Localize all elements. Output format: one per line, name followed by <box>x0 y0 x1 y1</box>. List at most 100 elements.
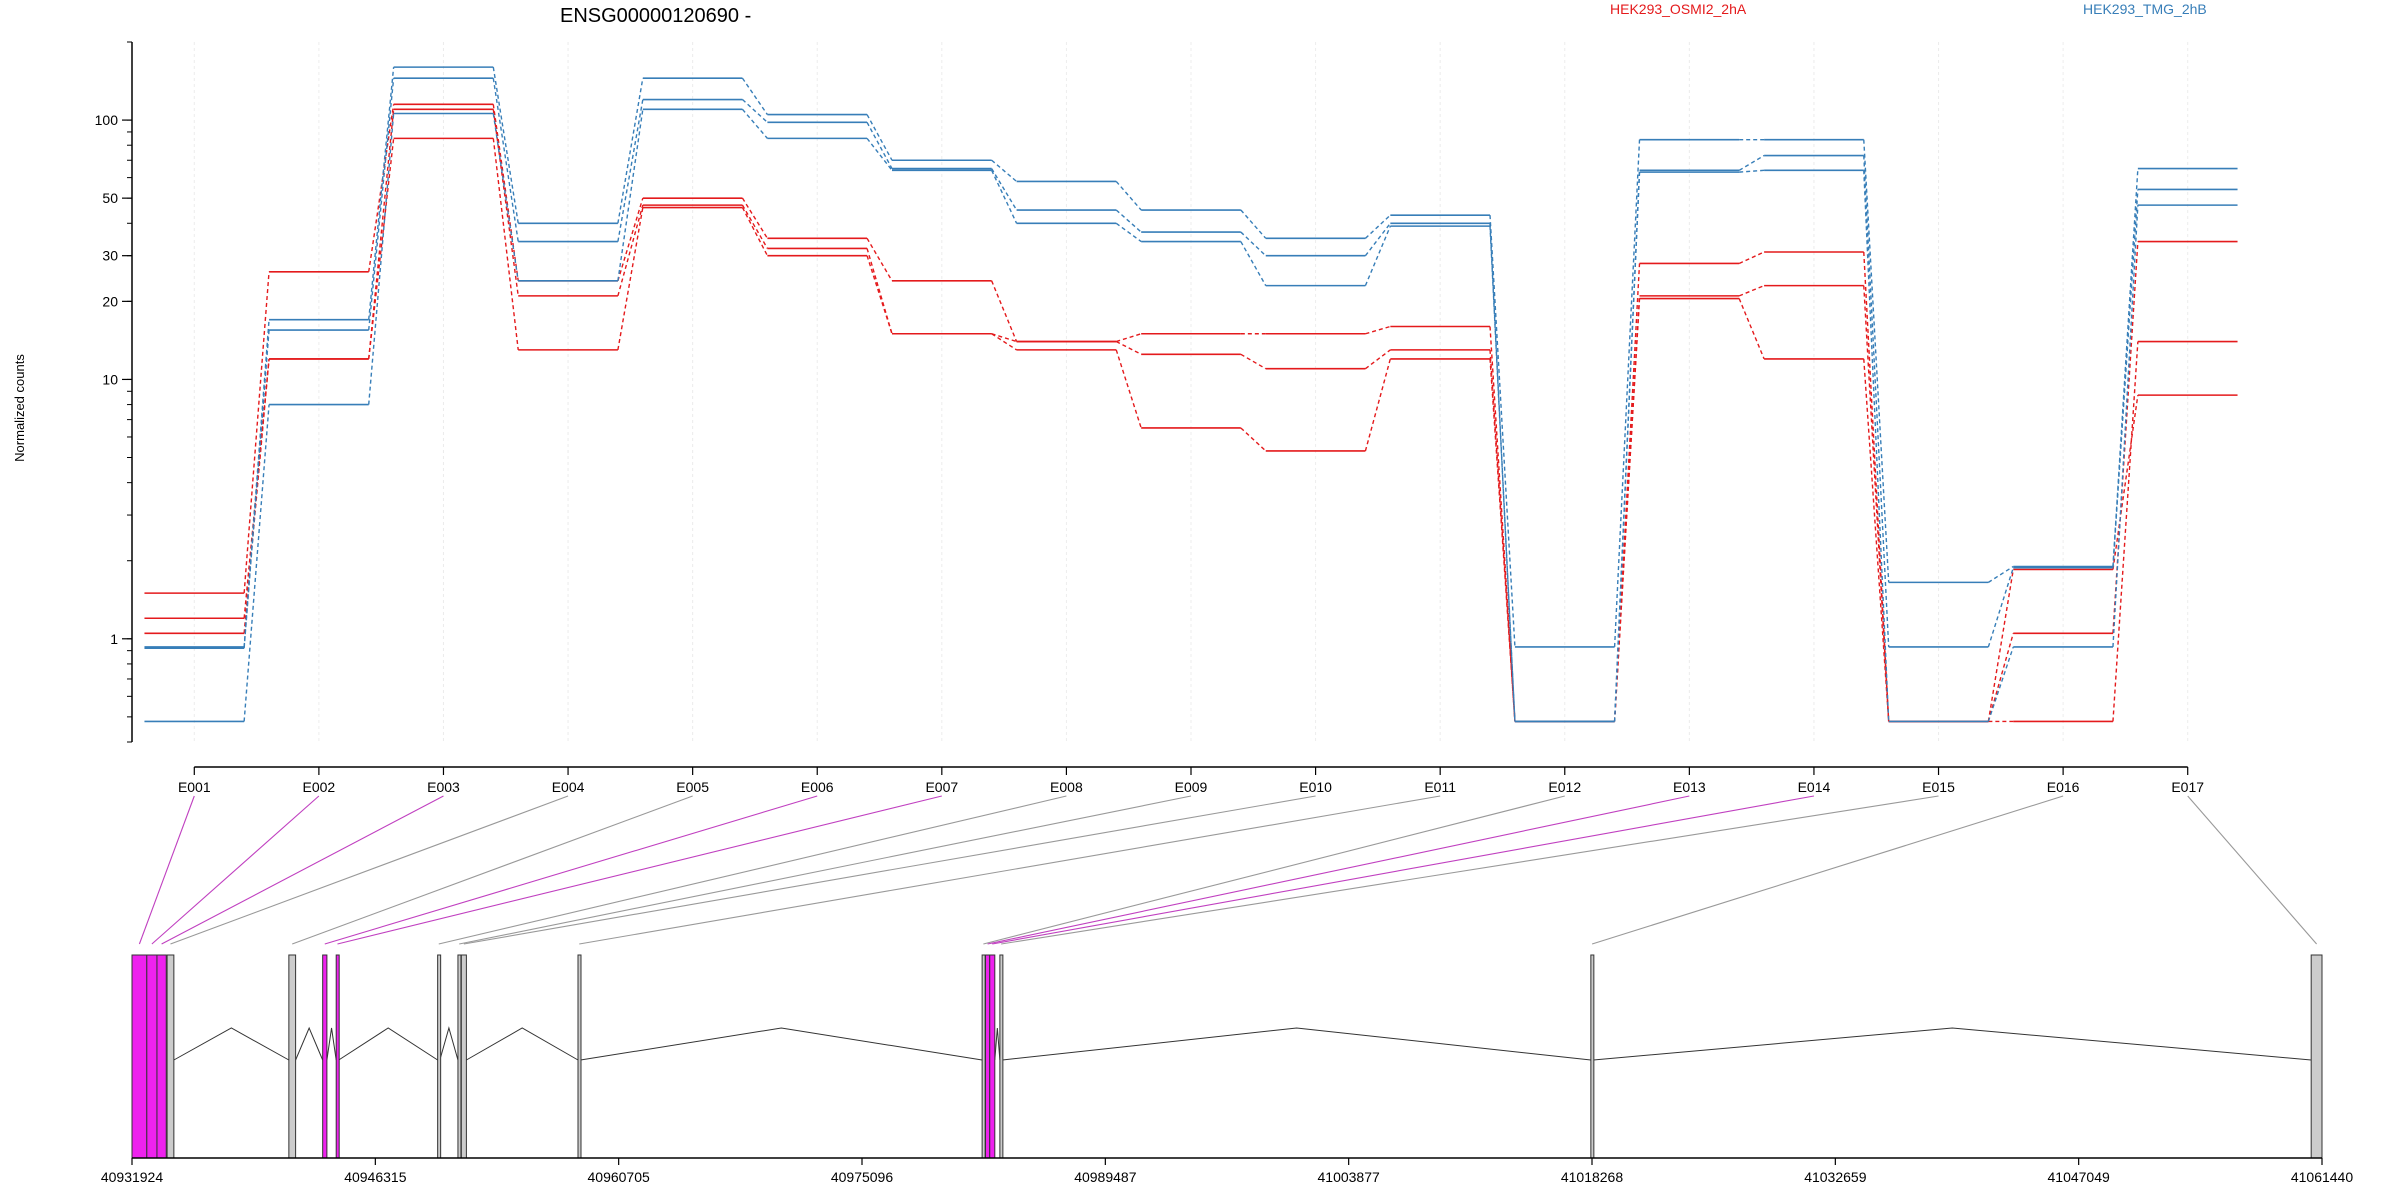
genomic-tick-label: 40975096 <box>831 1169 894 1185</box>
connector-segment <box>991 333 1017 351</box>
intron-line <box>173 1027 290 1061</box>
intron-line <box>326 1027 337 1061</box>
exon-box-e009 <box>457 954 462 1159</box>
connector-segment <box>866 114 893 161</box>
exon-box-e015 <box>999 954 1004 1159</box>
connector-segment <box>368 138 395 359</box>
exon-box-e002 <box>146 954 158 1159</box>
connector-segment <box>1738 154 1765 171</box>
y-tick-label: 50 <box>102 190 118 206</box>
x-tick-label: E012 <box>1548 779 1581 795</box>
y-tick-label: 30 <box>102 248 118 264</box>
exon-box-e001 <box>131 954 148 1159</box>
exon-link-e007 <box>337 795 942 945</box>
genomic-tick-label: 41018268 <box>1561 1169 1624 1185</box>
exon-box-e004 <box>166 954 175 1159</box>
x-tick-label: E005 <box>676 779 709 795</box>
exon-link-e010 <box>463 795 1316 945</box>
connector-segment <box>2112 395 2139 570</box>
exon-link-e008 <box>438 795 1067 945</box>
genomic-tick-label: 41047049 <box>2048 1169 2111 1185</box>
connector-segment <box>1987 565 2014 583</box>
intron-line <box>1002 1027 1591 1061</box>
connector-segment <box>1364 222 1391 257</box>
exon-box-e003 <box>156 954 167 1159</box>
exon-connectors <box>138 795 2318 945</box>
series-4 <box>144 66 2238 648</box>
exon-box-e016 <box>1590 954 1595 1159</box>
exon-link-e012 <box>983 795 1565 945</box>
connector-segment <box>991 168 1018 211</box>
intron-line <box>295 1026 324 1061</box>
x-tick-label: E010 <box>1299 779 1332 795</box>
intron-line <box>994 1027 1001 1061</box>
legend-item-osmi2: HEK293_OSMI2_2hA <box>1610 1 1747 17</box>
exon-box-e007 <box>335 954 340 1159</box>
connector-segment <box>492 138 519 350</box>
connector-segment <box>243 404 270 722</box>
intron-line <box>580 1027 983 1061</box>
connector-segment <box>866 248 893 334</box>
connector-segment <box>1115 349 1142 429</box>
connector-segment <box>243 358 270 619</box>
x-tick-label: E008 <box>1050 779 1083 795</box>
exon-box-e008 <box>437 954 442 1159</box>
connector-segment <box>1863 139 1890 583</box>
connector-segment <box>492 104 519 281</box>
exon-link-e017 <box>2187 795 2318 945</box>
connector-segment <box>1613 263 1641 722</box>
connector-segment <box>1116 333 1142 343</box>
connector-segment <box>1987 567 2014 648</box>
exon-link-e003 <box>161 795 444 945</box>
connector-segment <box>866 237 893 282</box>
exon-link-e016 <box>1591 795 2064 945</box>
connector-segment <box>1738 251 1765 265</box>
connector-segment <box>1739 169 1765 173</box>
exon-box-e011 <box>577 954 582 1159</box>
connector-segment <box>991 333 1017 343</box>
series-6 <box>144 108 2238 723</box>
exon-link-e004 <box>170 795 569 945</box>
series-1 <box>144 103 2238 723</box>
genomic-tick-label: 41061440 <box>2291 1169 2354 1185</box>
connector-segment <box>1863 170 1890 722</box>
intron-line <box>1593 1027 2312 1061</box>
exon-link-e013 <box>987 795 1690 945</box>
connector-segment <box>617 78 644 224</box>
connector-segment <box>991 170 1018 224</box>
connector-segment <box>243 271 270 594</box>
connector-segment <box>2112 205 2139 648</box>
x-tick-label: E003 <box>427 779 460 795</box>
x-tick-label: E014 <box>1798 779 1831 795</box>
connector-segment <box>1987 646 2014 722</box>
connector-segment <box>1987 569 2014 722</box>
exon-link-e009 <box>459 795 1192 945</box>
exon-link-e001 <box>138 795 195 945</box>
genomic-tick-label: 41003877 <box>1318 1169 1381 1185</box>
exon-box-e005 <box>288 954 297 1159</box>
exon-box-e012 <box>981 954 986 1159</box>
connector-segment <box>1240 209 1267 239</box>
connector-segment <box>368 104 395 272</box>
connector-segment <box>1240 231 1267 257</box>
connector-segment <box>617 109 644 281</box>
connector-segment <box>741 207 769 257</box>
exon-box-e014 <box>989 954 996 1159</box>
connector-segment <box>492 78 519 242</box>
x-tick-label: E004 <box>552 779 585 795</box>
connector-segment <box>1489 223 1516 722</box>
intron-line <box>439 1026 459 1061</box>
y-axis-label: Normalized counts <box>12 354 27 462</box>
x-tick-label: E002 <box>303 779 336 795</box>
genomic-tick-label: 41032659 <box>1804 1169 1867 1185</box>
exon-link-e011 <box>579 795 1441 945</box>
connector-segment <box>1863 155 1890 648</box>
gene-model: 40931924 40946315 40960705 40975096 40989487… <box>101 954 2354 1185</box>
genomic-tick-label: 40989487 <box>1074 1169 1137 1185</box>
y-tick-label: 1 <box>110 631 118 647</box>
x-tick-label: E009 <box>1175 779 1208 795</box>
connector-segment <box>1115 222 1142 243</box>
connector-segment <box>1613 139 1641 647</box>
connector-segment <box>1364 214 1391 239</box>
connector-segment <box>1240 241 1267 286</box>
